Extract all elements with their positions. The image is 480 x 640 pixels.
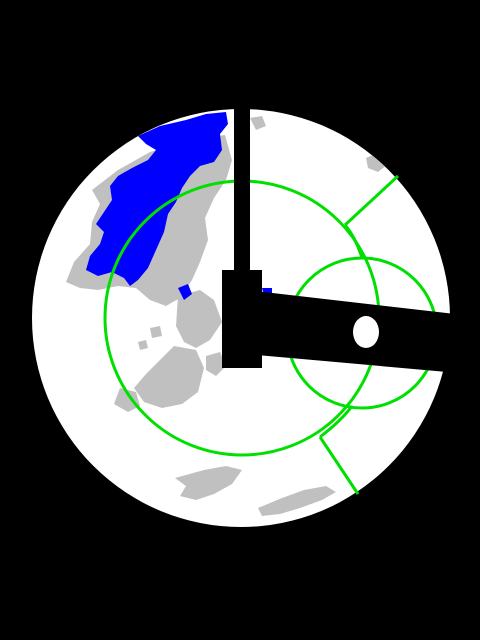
upper-sector-line: [343, 174, 400, 227]
lower-junction-arc: [319, 405, 354, 439]
probe-arm-icon: [246, 290, 455, 372]
vertical-mast: [234, 100, 250, 320]
lower-sector-line: [318, 436, 360, 495]
probe-structure: [222, 100, 455, 372]
upper-junction-arc: [343, 224, 364, 259]
probe-tip-hole: [353, 316, 379, 348]
